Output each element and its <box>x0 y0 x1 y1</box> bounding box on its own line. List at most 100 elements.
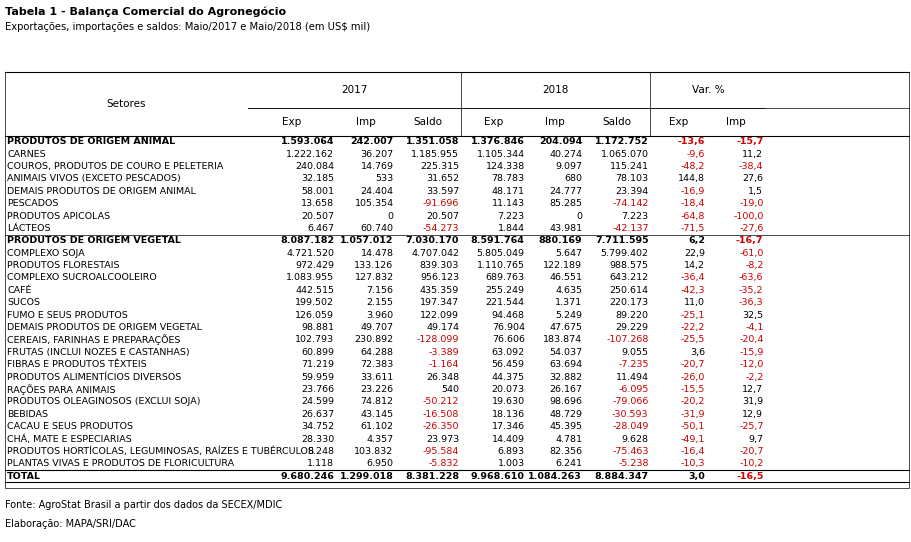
Text: COUROS, PRODUTOS DE COURO E PELETERIA: COUROS, PRODUTOS DE COURO E PELETERIA <box>7 162 224 171</box>
Text: 36.207: 36.207 <box>361 150 394 159</box>
Text: 6.241: 6.241 <box>555 459 582 468</box>
Text: -16,5: -16,5 <box>736 472 763 481</box>
Text: 1.057.012: 1.057.012 <box>340 236 394 246</box>
Text: -4,1: -4,1 <box>745 323 763 332</box>
Text: -16,4: -16,4 <box>681 447 705 456</box>
Text: 22,9: 22,9 <box>684 249 705 257</box>
Text: 9.097: 9.097 <box>555 162 582 171</box>
Text: 1.222.162: 1.222.162 <box>286 150 334 159</box>
Text: -26.350: -26.350 <box>423 422 459 431</box>
Text: 0: 0 <box>576 211 582 221</box>
Text: -50.212: -50.212 <box>423 397 459 406</box>
Text: 689.763: 689.763 <box>486 274 525 282</box>
Text: 103.832: 103.832 <box>354 447 394 456</box>
Text: 1.110.765: 1.110.765 <box>476 261 525 270</box>
Text: 1.083.955: 1.083.955 <box>286 274 334 282</box>
Text: 133.126: 133.126 <box>354 261 394 270</box>
Text: 19.630: 19.630 <box>492 397 525 406</box>
Text: 58.001: 58.001 <box>302 187 334 196</box>
Text: 24.777: 24.777 <box>549 187 582 196</box>
Text: 11,2: 11,2 <box>742 150 763 159</box>
Text: -10,2: -10,2 <box>739 459 763 468</box>
Text: Exp: Exp <box>669 117 689 127</box>
Text: 0: 0 <box>387 211 394 221</box>
Text: FIBRAS E PRODUTOS TÊXTEIS: FIBRAS E PRODUTOS TÊXTEIS <box>7 360 147 369</box>
Text: 61.102: 61.102 <box>361 422 394 431</box>
Text: 1.299.018: 1.299.018 <box>340 472 394 481</box>
Text: 540: 540 <box>441 385 459 394</box>
Text: Imp: Imp <box>726 117 746 127</box>
Text: 54.037: 54.037 <box>549 348 582 357</box>
Text: -49,1: -49,1 <box>681 435 705 443</box>
Bar <box>5 72 909 488</box>
Text: Imp: Imp <box>546 117 565 127</box>
Text: -22,2: -22,2 <box>681 323 705 332</box>
Text: 26.348: 26.348 <box>426 372 459 382</box>
Text: -38,4: -38,4 <box>739 162 763 171</box>
Text: 3.960: 3.960 <box>366 311 394 320</box>
Text: -20,7: -20,7 <box>739 447 763 456</box>
Text: 34.752: 34.752 <box>302 422 334 431</box>
Text: Imp: Imp <box>356 117 375 127</box>
Text: 60.740: 60.740 <box>361 224 394 233</box>
Text: 31.652: 31.652 <box>426 175 459 183</box>
Text: 20.073: 20.073 <box>492 385 525 394</box>
Text: CHÁ, MATE E ESPECIARIAS: CHÁ, MATE E ESPECIARIAS <box>7 434 132 444</box>
Text: -50,1: -50,1 <box>681 422 705 431</box>
Text: 5.647: 5.647 <box>555 249 582 257</box>
Text: -79.066: -79.066 <box>612 397 649 406</box>
Text: PLANTAS VIVAS E PRODUTOS DE FLORICULTURA: PLANTAS VIVAS E PRODUTOS DE FLORICULTURA <box>7 459 234 468</box>
Text: 11.143: 11.143 <box>492 199 525 208</box>
Text: -30.593: -30.593 <box>612 410 649 419</box>
Text: PRODUTOS ALIMENTÍCIOS DIVERSOS: PRODUTOS ALIMENTÍCIOS DIVERSOS <box>7 372 181 382</box>
Text: 9.968.610: 9.968.610 <box>471 472 525 481</box>
Text: 5.805.049: 5.805.049 <box>476 249 525 257</box>
Text: 43.145: 43.145 <box>361 410 394 419</box>
Text: 56.459: 56.459 <box>492 360 525 369</box>
Text: 63.694: 63.694 <box>549 360 582 369</box>
Text: 4.721.520: 4.721.520 <box>286 249 334 257</box>
Text: CARNES: CARNES <box>7 150 46 159</box>
Text: 9.628: 9.628 <box>621 435 649 443</box>
Text: 435.359: 435.359 <box>420 286 459 295</box>
Text: 32.185: 32.185 <box>302 175 334 183</box>
Text: 46.551: 46.551 <box>549 274 582 282</box>
Text: 44.375: 44.375 <box>492 372 525 382</box>
Text: 2018: 2018 <box>543 85 568 95</box>
Text: 956.123: 956.123 <box>420 274 459 282</box>
Text: LÁCTEOS: LÁCTEOS <box>7 224 51 233</box>
Text: 78.103: 78.103 <box>616 175 649 183</box>
Text: 43.981: 43.981 <box>549 224 582 233</box>
Text: FRUTAS (INCLUI NOZES E CASTANHAS): FRUTAS (INCLUI NOZES E CASTANHAS) <box>7 348 189 357</box>
Text: 32,5: 32,5 <box>742 311 763 320</box>
Text: 33.611: 33.611 <box>361 372 394 382</box>
Text: Var. %: Var. % <box>691 85 724 95</box>
Text: 1.172.752: 1.172.752 <box>595 137 649 146</box>
Text: 225.315: 225.315 <box>420 162 459 171</box>
Text: 988.575: 988.575 <box>609 261 649 270</box>
Text: -61,0: -61,0 <box>739 249 763 257</box>
Text: 74.812: 74.812 <box>361 397 394 406</box>
Text: CAFÉ: CAFÉ <box>7 286 32 295</box>
Text: Setores: Setores <box>107 99 146 108</box>
Text: Saldo: Saldo <box>603 117 631 127</box>
Text: 1.118: 1.118 <box>307 459 334 468</box>
Text: 124.338: 124.338 <box>486 162 525 171</box>
Text: 122.189: 122.189 <box>543 261 582 270</box>
Text: -13,6: -13,6 <box>678 137 705 146</box>
Text: -25,7: -25,7 <box>739 422 763 431</box>
Text: PRODUTOS DE ORIGEM ANIMAL: PRODUTOS DE ORIGEM ANIMAL <box>7 137 176 146</box>
Text: -5.238: -5.238 <box>619 459 649 468</box>
Text: -25,1: -25,1 <box>681 311 705 320</box>
Text: -19,0: -19,0 <box>739 199 763 208</box>
Text: -63,6: -63,6 <box>739 274 763 282</box>
Text: 72.383: 72.383 <box>361 360 394 369</box>
Text: -26,0: -26,0 <box>681 372 705 382</box>
Text: COMPLEXO SUCROALCOOLEIRO: COMPLEXO SUCROALCOOLEIRO <box>7 274 157 282</box>
Text: 115.241: 115.241 <box>609 162 649 171</box>
Text: 49.707: 49.707 <box>361 323 394 332</box>
Text: 6.950: 6.950 <box>366 459 394 468</box>
Text: -36,3: -36,3 <box>739 298 763 307</box>
Text: 8.087.182: 8.087.182 <box>281 236 334 246</box>
Text: SUCOS: SUCOS <box>7 298 40 307</box>
